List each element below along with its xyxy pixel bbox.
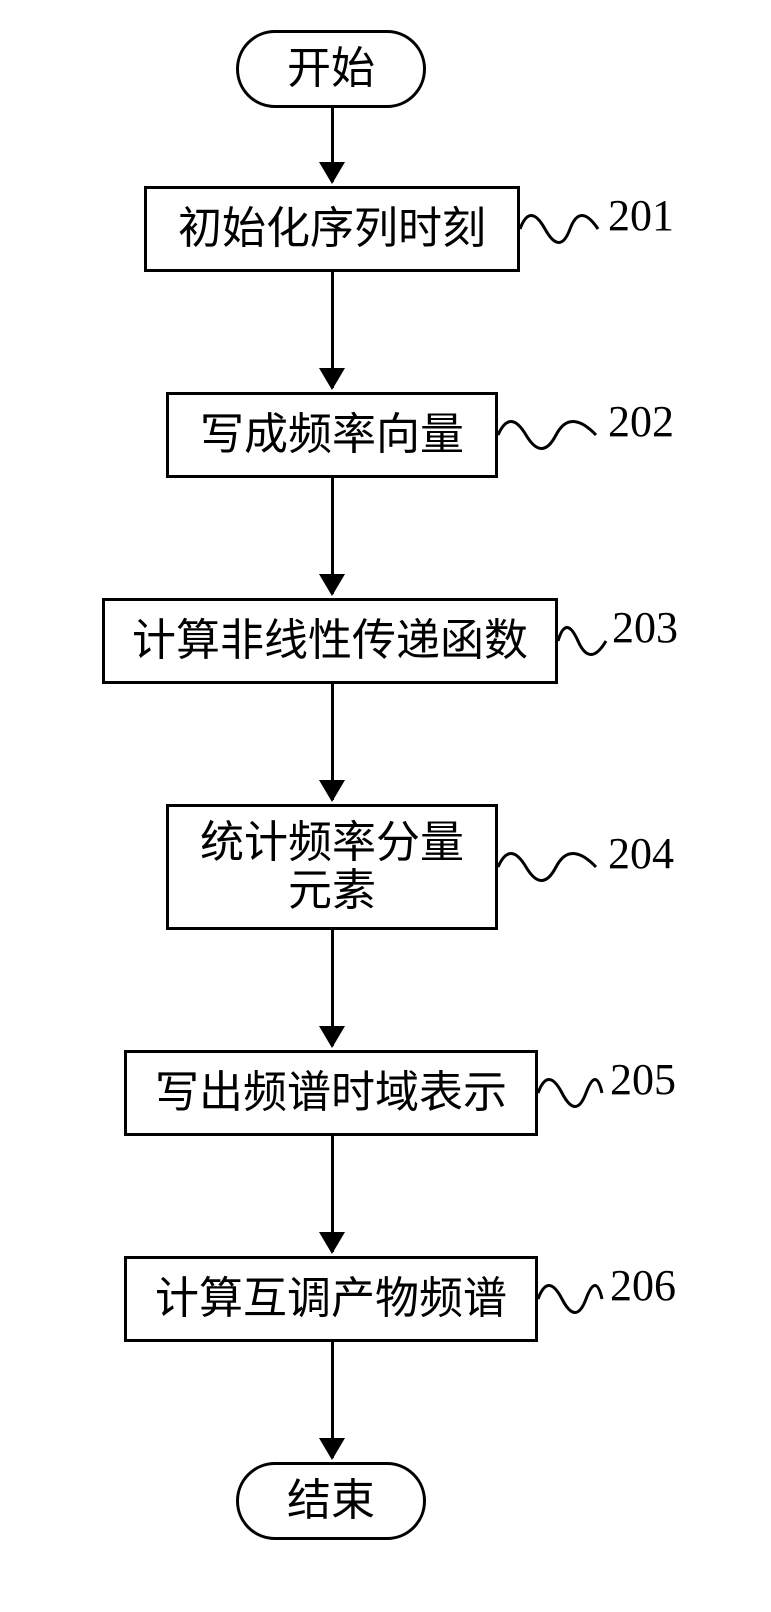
connector-205 — [538, 1070, 604, 1116]
process-202: 写成频率向量 — [166, 392, 498, 478]
process-201: 初始化序列时刻 — [144, 186, 520, 272]
arrow-206-end — [331, 1342, 334, 1458]
process-204-text: 统计频率分量 元素 — [200, 819, 464, 916]
flowchart-container: 开始 初始化序列时刻 201 写成频率向量 202 计算非线性传递函数 203 … — [82, 30, 690, 1590]
arrow-204-205 — [331, 930, 334, 1046]
process-201-text: 初始化序列时刻 — [178, 205, 486, 253]
label-202: 202 — [608, 396, 674, 447]
process-202-text: 写成频率向量 — [200, 411, 464, 459]
arrow-start-201 — [331, 108, 334, 182]
connector-203 — [558, 618, 608, 664]
process-203: 计算非线性传递函数 — [102, 598, 558, 684]
terminal-end: 结束 — [236, 1462, 426, 1540]
label-204: 204 — [608, 828, 674, 879]
label-205: 205 — [610, 1054, 676, 1105]
arrow-203-204 — [331, 684, 334, 800]
label-203: 203 — [612, 602, 678, 653]
connector-204 — [498, 844, 598, 890]
arrow-205-206 — [331, 1136, 334, 1252]
label-206: 206 — [610, 1260, 676, 1311]
process-203-text: 计算非线性传递函数 — [132, 617, 528, 665]
terminal-start-label: 开始 — [287, 47, 375, 91]
arrow-201-202 — [331, 272, 334, 388]
process-206: 计算互调产物频谱 — [124, 1256, 538, 1342]
process-206-text: 计算互调产物频谱 — [155, 1275, 507, 1323]
process-205: 写出频谱时域表示 — [124, 1050, 538, 1136]
arrow-202-203 — [331, 478, 334, 594]
label-201: 201 — [608, 190, 674, 241]
connector-206 — [538, 1276, 604, 1322]
terminal-end-label: 结束 — [287, 1479, 375, 1523]
process-205-text: 写出频谱时域表示 — [155, 1069, 507, 1117]
process-204: 统计频率分量 元素 — [166, 804, 498, 930]
connector-202 — [498, 412, 598, 458]
connector-201 — [520, 206, 600, 252]
terminal-start: 开始 — [236, 30, 426, 108]
